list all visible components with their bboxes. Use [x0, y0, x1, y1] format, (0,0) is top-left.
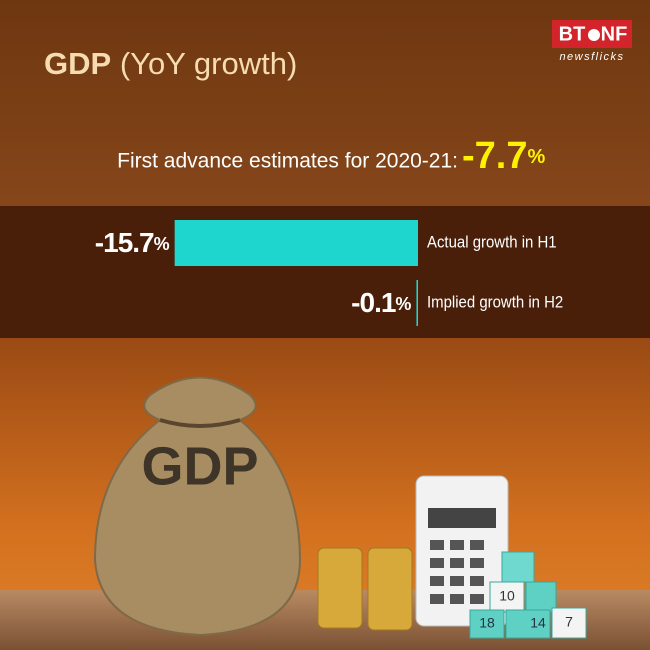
category-label: Implied growth in H2 — [427, 294, 563, 312]
coins — [317, 547, 413, 631]
die-label: 10 — [499, 588, 515, 604]
value-label: -15.7% — [95, 227, 170, 258]
logo-text: BT — [559, 23, 586, 45]
logo-subtext: newsflicks — [559, 51, 624, 63]
dice — [469, 551, 587, 639]
top-band — [0, 0, 650, 206]
category-label: Actual growth in H1 — [427, 234, 557, 252]
calculator — [415, 475, 509, 627]
money-bag: GDP — [93, 376, 302, 637]
logo-dot — [588, 29, 600, 41]
die-label: 18 — [479, 615, 495, 631]
logo-text: NF — [601, 23, 628, 45]
bag-label: GDP — [141, 436, 258, 496]
bar — [174, 220, 418, 266]
value-label: -0.1% — [351, 287, 411, 318]
chart-title-group: GDP (YoY growth) — [44, 46, 297, 81]
die-label: 14 — [530, 615, 546, 631]
die-label: 7 — [565, 614, 573, 630]
chart-title: GDP — [44, 46, 111, 81]
bar — [416, 280, 418, 326]
chart-subtitle: (YoY growth) — [120, 46, 298, 81]
annotation-text: First advance estimates for 2020-21: — [117, 150, 458, 173]
annotation-value: -7.7% — [462, 135, 545, 177]
